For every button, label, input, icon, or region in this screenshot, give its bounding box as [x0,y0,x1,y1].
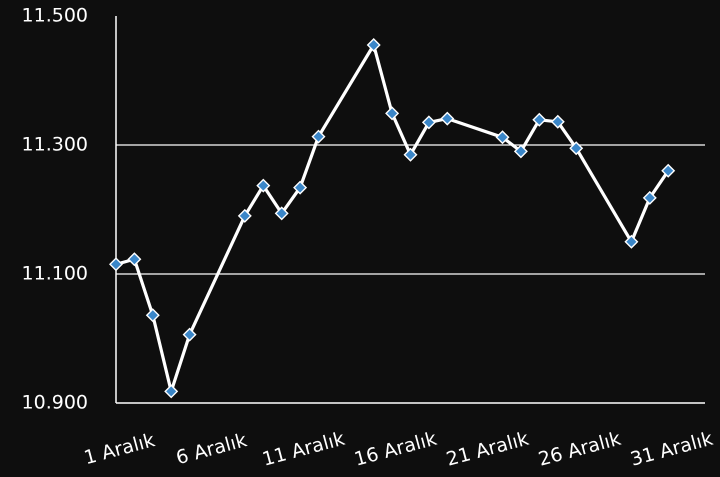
data-point-marker [256,178,271,193]
x-tick-label: 21 Aralık [444,428,531,471]
data-point-marker [109,257,123,272]
data-point-marker [495,130,510,145]
data-point-marker [164,384,179,399]
x-axis-tick-labels: 1 Aralık 6 Aralık 11 Aralık 16 Aralık 21 Ara… [82,428,715,471]
data-point-marker [421,115,436,130]
data-point-marker [127,252,142,267]
data-point-marker [385,106,400,121]
data-point-marker [274,206,289,221]
y-tick-label: 11.500 [22,5,88,27]
grid-lines [116,144,705,275]
y-axis-tick-labels: 10.900 11.100 11.300 11.500 [22,5,88,414]
data-series [109,38,676,399]
x-tick-label: 16 Aralık [352,428,439,471]
x-tick-label: 11 Aralık [260,428,347,471]
data-point-marker [145,308,160,323]
y-tick-label: 11.300 [22,134,88,156]
y-tick-label: 10.900 [22,392,88,414]
data-point-marker [532,112,547,127]
x-tick-label: 31 Aralık [628,428,715,471]
data-point-marker [403,147,418,162]
data-point-marker [182,327,197,342]
data-point-marker [569,141,584,156]
series-line [114,43,670,393]
data-point-marker [513,144,528,159]
data-point-marker [237,208,252,223]
data-point-marker [311,129,326,144]
data-point-marker [293,180,308,195]
data-point-marker [366,38,381,52]
data-point-marker [550,114,565,129]
data-point-marker [440,111,455,126]
x-tick-label: 1 Aralık [82,429,157,469]
x-tick-label: 26 Aralık [536,428,623,471]
data-point-marker [661,163,676,178]
data-point-marker [642,190,657,205]
axes [115,16,705,404]
data-point-marker [624,234,639,249]
x-tick-label: 6 Aralık [174,429,249,469]
y-tick-label: 11.100 [22,263,88,285]
